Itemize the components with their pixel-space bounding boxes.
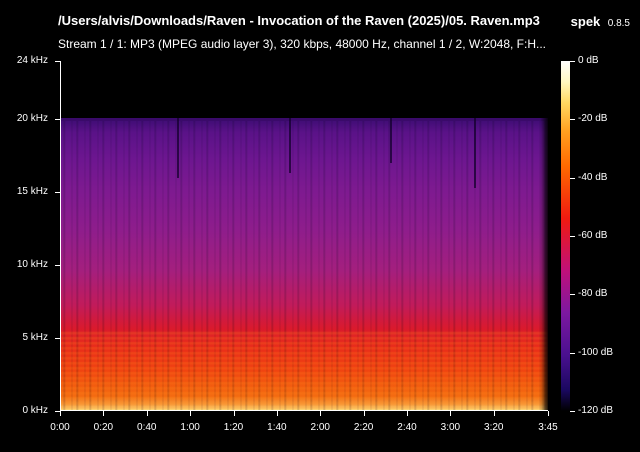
- y-tick-label: 10 kHz: [16, 259, 48, 271]
- x-tick: [548, 411, 549, 416]
- cutoff-edge: [60, 118, 548, 121]
- colorbar-tick: [570, 119, 575, 121]
- quiet-streak: [177, 118, 179, 178]
- colorbar-label: -120 dB: [578, 405, 614, 416]
- x-tick-label: 1:00: [180, 422, 200, 433]
- decibel-colorbar: [561, 61, 570, 411]
- colorbar-label: -60 dB: [578, 230, 608, 241]
- y-tick-label: 5 kHz: [22, 332, 48, 344]
- colorbar-tick: [570, 177, 575, 179]
- x-tick-label: 2:20: [353, 422, 374, 433]
- colorbar-label: -80 dB: [578, 288, 608, 300]
- app-version: 0.8.5: [607, 18, 630, 29]
- colorbar-tick: [570, 61, 575, 62]
- y-tick-label: 0 kHz: [22, 405, 48, 416]
- stream-info: Stream 1 / 1: MP3 (MPEG audio layer 3), …: [58, 37, 547, 51]
- quiet-streak: [474, 118, 476, 188]
- colorbar-tick: [570, 352, 575, 354]
- y-tick-label: 15 kHz: [16, 186, 48, 198]
- x-tick: [450, 411, 452, 416]
- x-tick: [60, 411, 61, 416]
- colorbar-tick: [570, 236, 575, 237]
- y-tick: [55, 61, 60, 62]
- spectrum-streaks: [60, 118, 548, 411]
- x-tick: [493, 411, 495, 416]
- x-tick-label: 2:40: [397, 422, 417, 433]
- x-tick-label: 3:00: [440, 422, 461, 433]
- app-label: spek 0.8.5: [571, 13, 630, 31]
- colorbar-label: -40 dB: [578, 171, 608, 183]
- x-tick-label: 2:00: [310, 422, 330, 433]
- x-tick: [407, 411, 409, 416]
- x-tick-label: 0:40: [137, 422, 157, 433]
- low-frequency-band: [60, 331, 548, 411]
- colorbar-label: -20 dB: [578, 113, 608, 125]
- x-tick: [276, 411, 278, 416]
- file-title: /Users/alvis/Downloads/Raven - Invocatio…: [58, 13, 540, 28]
- x-tick: [233, 411, 235, 416]
- y-tick-label: 24 kHz: [16, 55, 48, 66]
- spectrum-energy: [60, 118, 548, 411]
- x-tick: [363, 411, 365, 416]
- colorbar-label: 0 dB: [578, 55, 599, 66]
- x-tick-label: 3:20: [484, 422, 504, 433]
- x-tick-label: 1:20: [223, 422, 244, 433]
- y-tick: [55, 265, 60, 267]
- x-tick-label: 1:40: [267, 422, 287, 433]
- y-tick: [55, 119, 60, 121]
- y-tick: [55, 192, 60, 194]
- x-tick: [146, 411, 148, 416]
- quiet-streak: [289, 118, 291, 173]
- x-tick-label: 0:20: [93, 422, 114, 433]
- y-tick-label: 20 kHz: [16, 113, 48, 125]
- colorbar-tick: [570, 294, 575, 296]
- quiet-streak: [390, 118, 392, 163]
- colorbar-tick: [570, 411, 575, 412]
- spectrogram-plot: [60, 61, 548, 411]
- x-tick: [190, 411, 192, 416]
- app-name: spek: [570, 14, 601, 29]
- y-tick: [55, 338, 60, 340]
- x-tick: [103, 411, 105, 416]
- x-tick-label: 0:00: [50, 422, 70, 433]
- x-tick: [320, 411, 322, 416]
- colorbar-label: -100 dB: [578, 346, 614, 358]
- track-end-fade: [540, 118, 548, 411]
- above-cutoff-region: [60, 61, 548, 118]
- y-tick: [55, 411, 60, 412]
- x-tick-label: 3:45: [538, 422, 558, 433]
